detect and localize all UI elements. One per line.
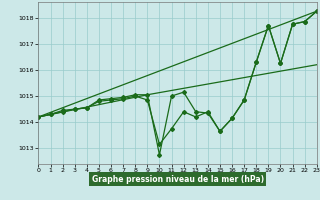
X-axis label: Graphe pression niveau de la mer (hPa): Graphe pression niveau de la mer (hPa)	[92, 175, 264, 184]
